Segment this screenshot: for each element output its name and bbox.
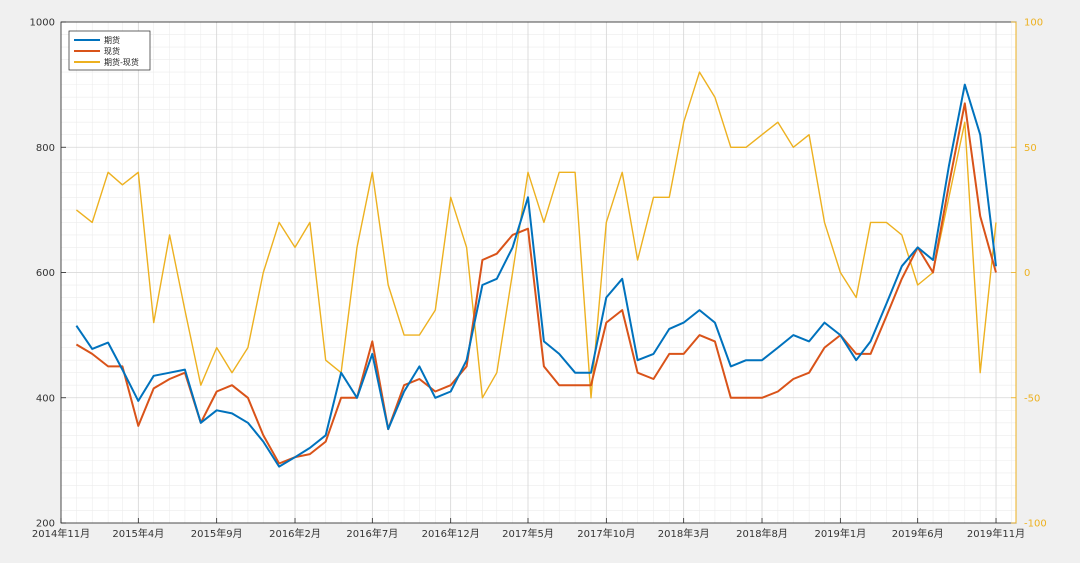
left-tick-label: 400 bbox=[36, 393, 55, 404]
x-tick-label: 2018年3月 bbox=[658, 527, 710, 540]
x-tick-label: 2019年6月 bbox=[892, 527, 944, 540]
left-tick-label: 800 bbox=[36, 143, 55, 154]
x-tick-label: 2018年8月 bbox=[736, 527, 788, 540]
x-axis: 2014年11月 2015年4月 2015年9月 2016年2月 2016年7月 2016… bbox=[32, 518, 1025, 540]
legend-entry: 现货 bbox=[104, 46, 120, 56]
x-tick-label: 2017年10月 bbox=[577, 527, 635, 540]
x-tick-label: 2016年12月 bbox=[422, 527, 480, 540]
grid bbox=[60, 21, 1016, 524]
right-tick-label: -100 bbox=[1024, 519, 1047, 530]
x-tick-label: 2017年5月 bbox=[502, 527, 554, 540]
left-tick-label: 200 bbox=[36, 519, 55, 530]
left-tick-label: 1000 bbox=[30, 18, 55, 29]
x-tick-label: 2019年1月 bbox=[814, 527, 866, 540]
left-axis: 200 400 600 800 1000 bbox=[30, 18, 66, 530]
series-line-0 bbox=[75, 83, 997, 468]
x-tick-label: 2015年9月 bbox=[191, 527, 243, 540]
right-axis: -100 -50 0 50 100 bbox=[1011, 18, 1047, 530]
legend-entry: 期货 bbox=[104, 35, 120, 45]
x-tick-label: 2014年11月 bbox=[32, 527, 90, 540]
series-line-2 bbox=[75, 71, 997, 399]
right-tick-label: -50 bbox=[1024, 393, 1040, 404]
right-tick-label: 100 bbox=[1024, 18, 1043, 29]
legend-entry: 期货-现货 bbox=[104, 57, 139, 67]
right-tick-label: 50 bbox=[1024, 143, 1037, 154]
x-tick-label: 2016年2月 bbox=[269, 527, 321, 540]
x-tick-label: 2016年7月 bbox=[346, 527, 398, 540]
left-tick-label: 600 bbox=[36, 268, 55, 279]
x-tick-label: 2019年11月 bbox=[967, 527, 1025, 540]
right-tick-label: 0 bbox=[1024, 268, 1030, 279]
x-tick-label: 2015年4月 bbox=[112, 527, 164, 540]
series-layer bbox=[75, 71, 997, 468]
